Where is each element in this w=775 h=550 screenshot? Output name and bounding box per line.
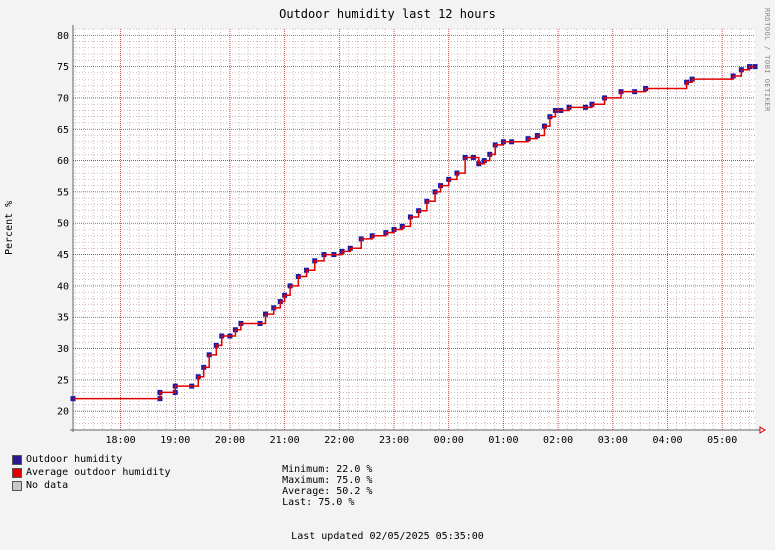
y-tick-label: 35 [57,313,69,324]
x-tick-label: 19:00 [160,435,190,446]
rrdtool-credit: RRDTOOL / TOBI OETIKER [763,8,771,112]
chart-title: Outdoor humidity last 12 hours [279,7,496,21]
last-updated: Last updated 02/05/2025 05:35:00 [291,531,484,542]
y-tick-label: 60 [57,156,69,167]
legend-swatch-outdoor-humidity [12,454,22,465]
x-tick-label: 00:00 [434,435,464,446]
y-tick-label: 25 [57,375,69,386]
stat-maximum: Maximum: 75.0 % [282,475,373,486]
x-axis-arrow [759,426,766,434]
x-tick-label: 21:00 [270,435,300,446]
y-tick-label: 20 [57,407,69,418]
y-tick-label: 50 [57,219,69,230]
x-tick-label: 22:00 [324,435,354,446]
x-tick-label: 20:00 [215,435,245,446]
x-tick-label: 05:00 [707,435,737,446]
plot-background [73,29,755,430]
y-tick-label: 55 [57,187,69,198]
x-tick-label: 18:00 [106,435,136,446]
y-tick-label: 30 [57,344,69,355]
series-line-average-outdoor-humidity [73,65,755,400]
legend-label: No data [26,480,69,491]
legend-swatch-average [12,467,22,478]
x-tick-label: 02:00 [543,435,573,446]
x-tick-label: 23:00 [379,435,409,446]
legend-label: Average outdoor humidity [26,467,171,478]
legend-item-outdoor-humidity: Outdoor humidity [12,453,171,466]
stat-minimum: Minimum: 22.0 % [282,464,373,475]
stats-line: Minimum: 22.0 % Maximum: 75.0 % Average:… [258,453,382,519]
y-tick-label: 80 [57,31,69,42]
stat-average: Average: 50.2 % [282,486,373,497]
legend: Outdoor humidity Average outdoor humidit… [12,453,171,492]
legend-swatch-no-data [12,480,22,491]
y-tick-label: 70 [57,93,69,104]
y-tick-label: 65 [57,125,69,136]
x-tick-label: 03:00 [598,435,628,446]
y-tick-label: 75 [57,62,69,73]
y-tick-label: 45 [57,250,69,261]
legend-item-no-data: No data [12,479,171,492]
y-tick-label: 40 [57,281,69,292]
legend-label: Outdoor humidity [26,454,123,465]
x-tick-label: 01:00 [488,435,518,446]
stat-last: Last: 75.0 % [282,497,355,508]
legend-item-average: Average outdoor humidity [12,466,171,479]
x-tick-label: 04:00 [652,435,682,446]
